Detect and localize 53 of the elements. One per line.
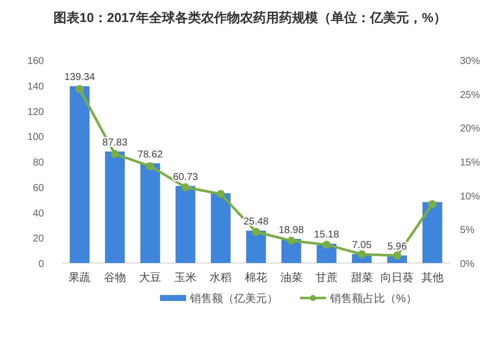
point [287, 236, 296, 245]
x-tick-label: 谷物 [104, 272, 126, 284]
y-tick-label: 140 [27, 81, 44, 92]
x-tick-label: 玉米 [174, 271, 196, 284]
bar [70, 86, 90, 263]
legend-label: 销售额（亿美元） [189, 292, 278, 305]
y-tick-label: 40 [32, 208, 44, 220]
point [216, 190, 225, 198]
y-tick-label: 100 [27, 132, 44, 144]
x-tick-label: 水稻 [210, 271, 232, 284]
data-label: 60.73 [172, 172, 198, 183]
y2-tick-label: 25% [460, 90, 480, 101]
bar [140, 163, 160, 263]
x-tick-label: 甜菜 [350, 271, 373, 284]
y2-tick-label: 5% [460, 225, 475, 236]
data-label: 7.05 [352, 240, 372, 252]
point [181, 183, 190, 192]
data-label: 78.62 [138, 149, 164, 160]
data-label: 18.98 [278, 224, 304, 236]
point [252, 228, 260, 236]
chart-title: 图表10：2017年全球各类农作物农药用药规模（单位：亿美元，%） [54, 10, 446, 25]
y2-tick-label: 20% [460, 124, 480, 135]
y-tick-label: 20 [32, 234, 44, 245]
point [428, 200, 436, 208]
y-tick-label: 0 [38, 259, 44, 270]
bar [176, 186, 196, 263]
y2-tick-label: 30% [460, 56, 480, 67]
y-tick-label: 160 [27, 56, 44, 67]
y2-tick-label: 10% [460, 191, 480, 202]
point [110, 150, 119, 158]
bar [210, 193, 231, 263]
x-tick-label: 向日葵 [380, 271, 414, 284]
point [146, 162, 154, 170]
data-label: 15.18 [314, 230, 340, 241]
x-tick-label: 棉花 [245, 271, 267, 284]
bar [246, 230, 266, 263]
x-tick-label: 大豆 [139, 271, 162, 284]
y2-tick-label: 15% [460, 158, 480, 168]
y-tick-label: 120 [27, 106, 44, 118]
data-label: 139.34 [64, 72, 96, 84]
x-tick-label: 果蔬 [68, 271, 91, 284]
point [322, 240, 331, 249]
y-tick-label: 80 [32, 158, 44, 168]
legend-label: 销售额占比（%） [329, 292, 417, 305]
bar [422, 202, 442, 263]
x-tick-label: 其他 [421, 271, 444, 284]
y2-tick-label: 0% [460, 259, 475, 270]
bar [105, 152, 125, 263]
x-tick-label: 油菜 [280, 271, 302, 284]
x-tick-label: 甘蔗 [316, 271, 338, 284]
point [76, 85, 84, 94]
point [393, 252, 402, 260]
y-tick-label: 60 [32, 182, 44, 194]
